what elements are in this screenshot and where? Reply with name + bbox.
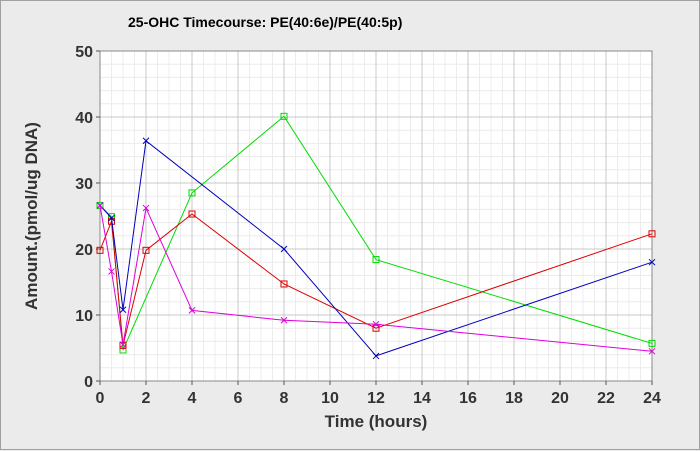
series-3 [96, 137, 656, 360]
data-point [119, 346, 127, 354]
series-4 [96, 202, 656, 355]
data-point [648, 347, 656, 355]
x-tick-label: 2 [142, 390, 151, 407]
data-point [142, 246, 150, 254]
data-point [108, 214, 115, 222]
data-point [648, 339, 656, 347]
data-point [96, 201, 104, 209]
x-tick-label: 0 [96, 390, 105, 407]
series-line [99, 213, 653, 346]
data-point [280, 245, 288, 253]
data-point [188, 307, 196, 314]
data-point [280, 112, 288, 120]
x-tick-label: 22 [597, 390, 615, 407]
x-tick-label: 4 [188, 390, 197, 407]
data-point [96, 202, 104, 209]
x-tick-label: 18 [505, 390, 523, 407]
series-1 [96, 112, 656, 354]
data-point [280, 316, 288, 324]
data-point [188, 210, 196, 218]
x-tick-label: 6 [234, 390, 243, 407]
data-point [280, 280, 288, 288]
y-tick-label: 50 [75, 44, 93, 61]
x-tick-label: 10 [321, 390, 339, 407]
x-tick-label: 16 [459, 390, 477, 407]
x-tick-label: 24 [643, 390, 661, 407]
series-line [99, 205, 653, 352]
y-axis-label: Amount.(pmol/ug DNA) [22, 122, 41, 310]
data-point [119, 341, 127, 349]
data-point [372, 352, 380, 360]
y-tick-label: 40 [75, 110, 93, 127]
y-tick-label: 30 [75, 176, 93, 193]
x-tick-label: 8 [280, 390, 289, 407]
data-point [142, 137, 150, 145]
data-point [648, 258, 656, 266]
x-tick-label: 20 [551, 390, 569, 407]
y-tick-label: 20 [75, 242, 93, 259]
data-point [188, 189, 196, 197]
data-point [96, 246, 104, 254]
y-tick-label: 0 [84, 374, 93, 391]
data-point [372, 256, 380, 264]
x-tick-label: 12 [367, 390, 385, 407]
data-point [372, 324, 380, 332]
y-tick-label: 10 [75, 308, 93, 325]
data-point [119, 306, 127, 314]
series-layer [96, 112, 656, 360]
data-point [648, 230, 656, 238]
x-axis-label: Time (hours) [325, 412, 428, 431]
data-point [108, 268, 115, 275]
chart-title: 25-OHC Timecourse: PE(40:6e)/PE(40:5p) [128, 14, 402, 30]
x-tick-label: 14 [413, 390, 431, 407]
series-line [99, 115, 653, 351]
data-point [142, 204, 150, 212]
data-point [372, 320, 380, 328]
